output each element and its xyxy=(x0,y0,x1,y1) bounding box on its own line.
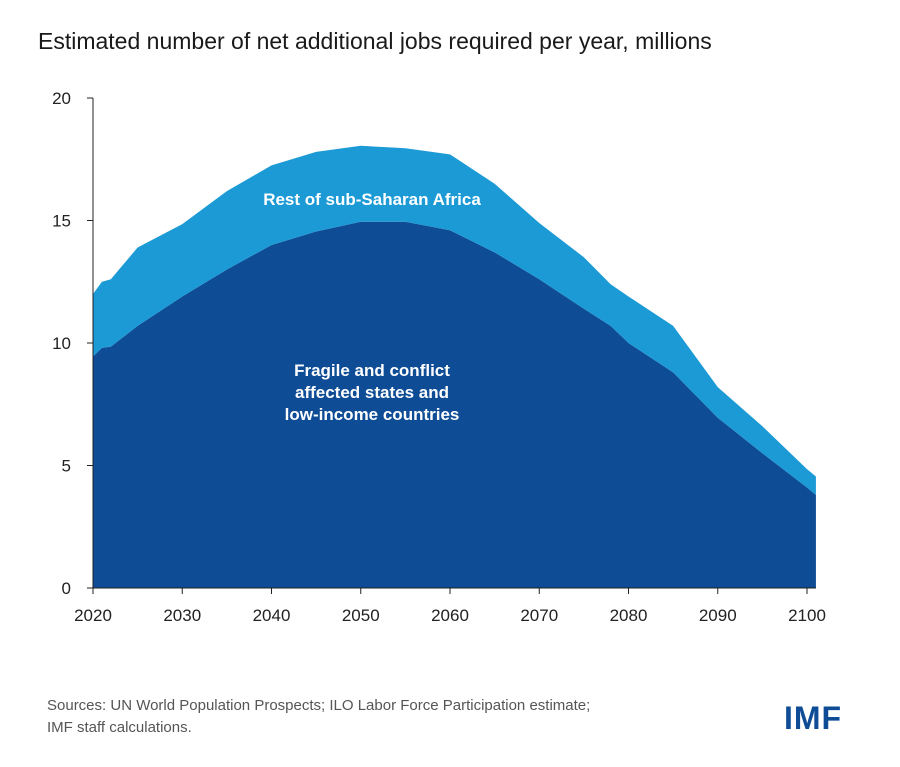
x-tick-label: 2020 xyxy=(74,606,112,625)
sources-note: Sources: UN World Population Prospects; … xyxy=(47,695,590,739)
x-tick-label: 2060 xyxy=(431,606,469,625)
y-tick-label: 5 xyxy=(62,457,71,476)
area-series-fragile-low-income xyxy=(93,221,816,588)
sources-line-1: Sources: UN World Population Prospects; … xyxy=(47,697,591,714)
series-label: affected states and xyxy=(295,383,449,402)
series-label: Fragile and conflict xyxy=(294,361,450,380)
series-label: low-income countries xyxy=(285,405,460,424)
x-tick-label: 2070 xyxy=(520,606,558,625)
x-tick-label: 2100 xyxy=(788,606,826,625)
area-series-rest-of-ssa xyxy=(93,145,816,495)
y-tick-label: 10 xyxy=(52,334,71,353)
x-tick-label: 2080 xyxy=(610,606,648,625)
y-tick-label: 20 xyxy=(52,89,71,108)
imf-logo: IMF xyxy=(784,700,843,736)
y-tick-label: 15 xyxy=(52,212,71,231)
chart-title: Estimated number of net additional jobs … xyxy=(38,28,712,54)
x-tick-label: 2030 xyxy=(163,606,201,625)
x-tick-label: 2090 xyxy=(699,606,737,625)
y-tick-label: 0 xyxy=(62,579,71,598)
sources-line-2: IMF staff calculations. xyxy=(47,719,192,736)
x-tick-label: 2040 xyxy=(253,606,291,625)
series-label: Rest of sub-Saharan Africa xyxy=(263,190,481,209)
x-tick-label: 2050 xyxy=(342,606,380,625)
